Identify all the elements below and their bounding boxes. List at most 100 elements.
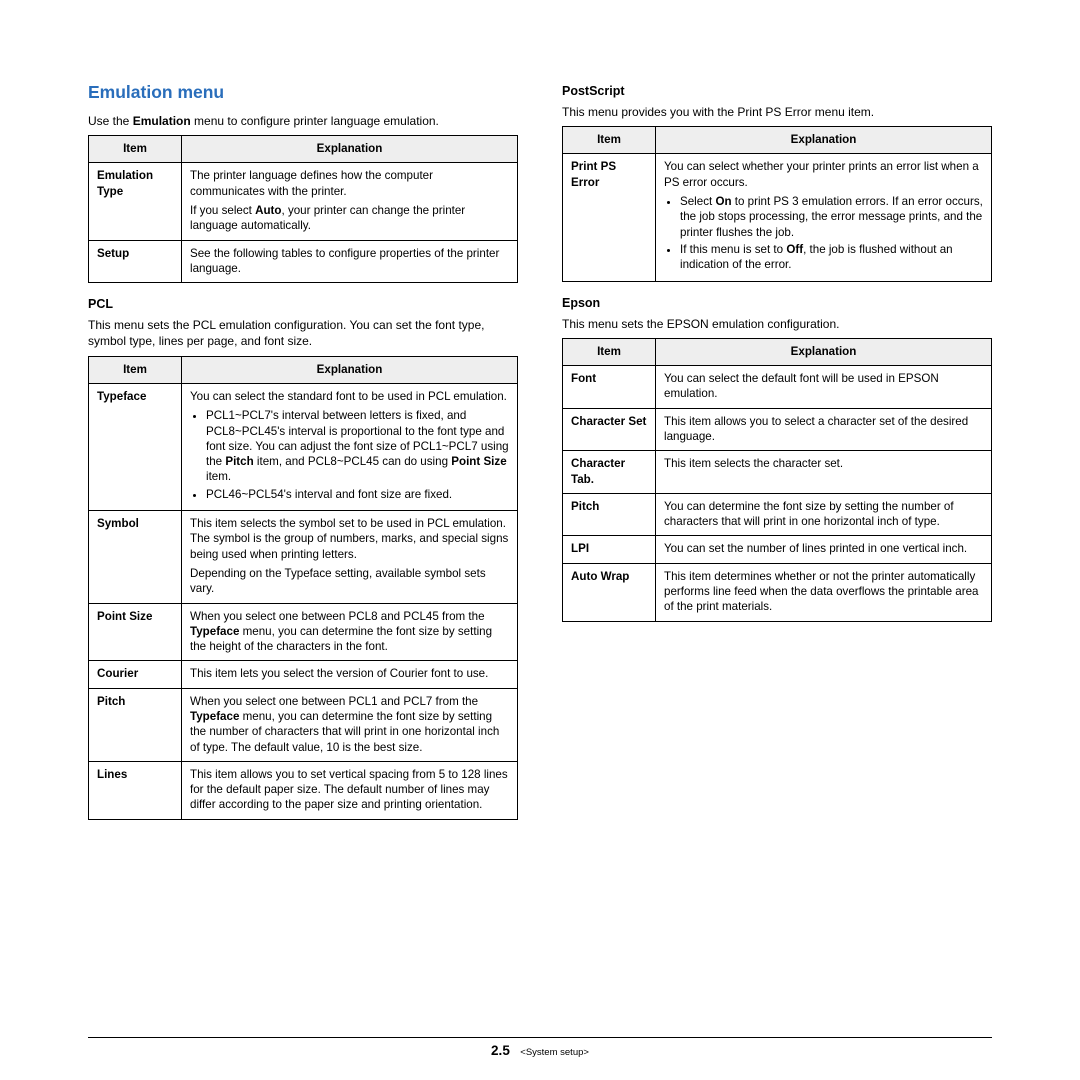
list-item: PCL46~PCL54's interval and font size are… xyxy=(206,487,509,502)
table-row: Courier This item lets you select the ve… xyxy=(89,661,518,688)
td-item: Character Tab. xyxy=(563,451,656,494)
text-bold: On xyxy=(715,195,731,208)
th-item: Item xyxy=(563,338,656,365)
td-item: LPI xyxy=(563,536,656,563)
postscript-intro: This menu provides you with the Print PS… xyxy=(562,104,992,120)
table-row: Pitch You can determine the font size by… xyxy=(563,493,992,536)
table-row: Character Set This item allows you to se… xyxy=(563,408,992,451)
epson-table: Item Explanation Font You can select the… xyxy=(562,338,992,622)
text: When you select one between PCL1 and PCL… xyxy=(190,695,478,708)
table-row: Symbol This item selects the symbol set … xyxy=(89,511,518,603)
text: menu to configure printer language emula… xyxy=(191,114,439,128)
table-header-row: Item Explanation xyxy=(563,338,992,365)
td-item: Lines xyxy=(89,761,182,819)
th-item: Item xyxy=(89,356,182,383)
text-bold: Pitch xyxy=(225,455,253,468)
text: If you select Auto, your printer can cha… xyxy=(190,203,509,234)
text-bold: Point Size xyxy=(451,455,506,468)
table-header-row: Item Explanation xyxy=(89,356,518,383)
td-explanation: This item selects the character set. xyxy=(656,451,992,494)
td-item: Typeface xyxy=(89,383,182,510)
td-explanation: You can select the default font will be … xyxy=(656,366,992,409)
page-number: 2.5 xyxy=(491,1043,510,1058)
bullet-list: Select On to print PS 3 emulation errors… xyxy=(664,194,983,272)
text: You can select the standard font to be u… xyxy=(190,389,509,404)
pcl-table: Item Explanation Typeface You can select… xyxy=(88,356,518,820)
table-header-row: Item Explanation xyxy=(89,136,518,163)
pcl-intro: This menu sets the PCL emulation configu… xyxy=(88,317,518,349)
td-item: Symbol xyxy=(89,511,182,603)
td-explanation: This item lets you select the version of… xyxy=(182,661,518,688)
text-bold: Auto xyxy=(255,204,281,217)
th-item: Item xyxy=(89,136,182,163)
page: Emulation menu Use the Emulation menu to… xyxy=(0,0,1080,1080)
text: 2. xyxy=(491,1043,502,1058)
text-bold: Off xyxy=(786,243,803,256)
text: Depending on the Typeface setting, avail… xyxy=(190,566,509,597)
td-explanation: You can set the number of lines printed … xyxy=(656,536,992,563)
left-column: Emulation menu Use the Emulation menu to… xyxy=(88,82,518,830)
table-row: Point Size When you select one between P… xyxy=(89,603,518,661)
td-explanation: The printer language defines how the com… xyxy=(182,163,518,240)
text-bold: Emulation xyxy=(133,114,191,128)
table-row: Auto Wrap This item determines whether o… xyxy=(563,563,992,621)
text: This item selects the symbol set to be u… xyxy=(190,516,509,562)
td-item: Point Size xyxy=(89,603,182,661)
table-row: Character Tab. This item selects the cha… xyxy=(563,451,992,494)
td-item: Courier xyxy=(89,661,182,688)
td-item: Font xyxy=(563,366,656,409)
text: If this menu is set to xyxy=(680,243,786,256)
columns: Emulation menu Use the Emulation menu to… xyxy=(88,82,992,830)
text: Use the xyxy=(88,114,133,128)
td-explanation: This item selects the symbol set to be u… xyxy=(182,511,518,603)
table-row: LPI You can set the number of lines prin… xyxy=(563,536,992,563)
postscript-table: Item Explanation Print PS Error You can … xyxy=(562,126,992,281)
td-item: Pitch xyxy=(563,493,656,536)
bullet-list: PCL1~PCL7's interval between letters is … xyxy=(190,408,509,502)
pcl-heading: PCL xyxy=(88,297,518,311)
table-row: Lines This item allows you to set vertic… xyxy=(89,761,518,819)
text: 5 xyxy=(502,1043,510,1058)
section-title: Emulation menu xyxy=(88,82,518,103)
page-footer: 2.5 <System setup> xyxy=(88,1037,992,1060)
emulation-table: Item Explanation Emulation Type The prin… xyxy=(88,135,518,283)
td-explanation: When you select one between PCL8 and PCL… xyxy=(182,603,518,661)
td-explanation: See the following tables to configure pr… xyxy=(182,240,518,283)
td-item: Print PS Error xyxy=(563,154,656,281)
td-explanation: When you select one between PCL1 and PCL… xyxy=(182,688,518,761)
emulation-intro: Use the Emulation menu to configure prin… xyxy=(88,113,518,129)
right-column: PostScript This menu provides you with t… xyxy=(562,82,992,830)
list-item: If this menu is set to Off, the job is f… xyxy=(680,242,983,273)
text: The printer language defines how the com… xyxy=(190,168,509,199)
postscript-heading: PostScript xyxy=(562,84,992,98)
text: item. xyxy=(206,470,231,483)
td-explanation: You can select whether your printer prin… xyxy=(656,154,992,281)
table-row: Typeface You can select the standard fon… xyxy=(89,383,518,510)
th-explanation: Explanation xyxy=(656,338,992,365)
td-explanation: This item allows you to select a charact… xyxy=(656,408,992,451)
text: item, and PCL8~PCL45 can do using xyxy=(254,455,452,468)
td-item: Pitch xyxy=(89,688,182,761)
table-header-row: Item Explanation xyxy=(563,127,992,154)
table-row: Emulation Type The printer language defi… xyxy=(89,163,518,240)
list-item: Select On to print PS 3 emulation errors… xyxy=(680,194,983,240)
table-row: Print PS Error You can select whether yo… xyxy=(563,154,992,281)
epson-heading: Epson xyxy=(562,296,992,310)
td-explanation: This item allows you to set vertical spa… xyxy=(182,761,518,819)
td-explanation: You can select the standard font to be u… xyxy=(182,383,518,510)
chapter-label: <System setup> xyxy=(520,1047,589,1058)
list-item: PCL1~PCL7's interval between letters is … xyxy=(206,408,509,484)
epson-intro: This menu sets the EPSON emulation confi… xyxy=(562,316,992,332)
text: If you select xyxy=(190,204,255,217)
table-row: Setup See the following tables to config… xyxy=(89,240,518,283)
table-row: Font You can select the default font wil… xyxy=(563,366,992,409)
th-explanation: Explanation xyxy=(656,127,992,154)
th-explanation: Explanation xyxy=(182,136,518,163)
text-bold: Typeface xyxy=(190,710,239,723)
td-item: Setup xyxy=(89,240,182,283)
text: When you select one between PCL8 and PCL… xyxy=(190,610,485,623)
text: You can select whether your printer prin… xyxy=(664,159,983,190)
th-explanation: Explanation xyxy=(182,356,518,383)
td-item: Auto Wrap xyxy=(563,563,656,621)
text-bold: Typeface xyxy=(190,625,239,638)
